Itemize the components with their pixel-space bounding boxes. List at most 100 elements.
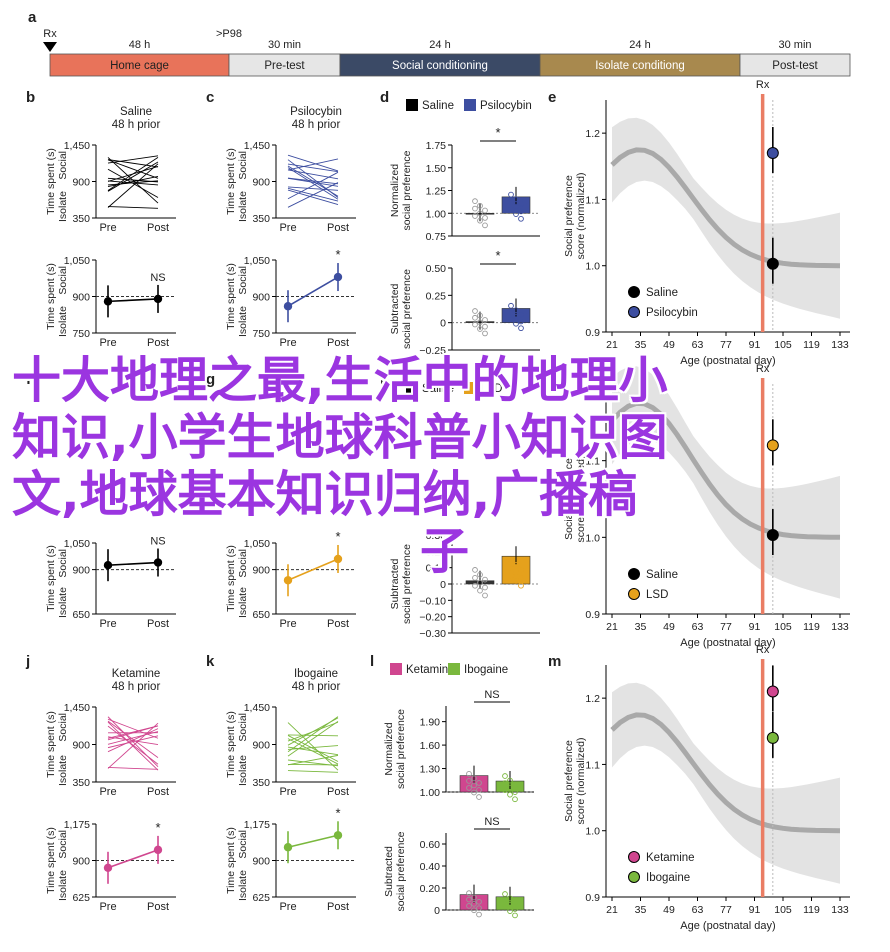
x-tick-label: Post	[147, 222, 169, 234]
data-point	[482, 222, 488, 229]
y-tick-label: 650	[252, 609, 270, 621]
y-tick-label: 900	[72, 292, 90, 304]
significance-label: *	[335, 529, 340, 544]
data-point	[466, 785, 472, 791]
data-point	[508, 316, 514, 323]
rx-label: Rx	[756, 79, 770, 91]
x-tick-label: 49	[663, 904, 675, 916]
y-axis-label: Time spent (s)	[45, 545, 57, 612]
panel-subtitle: 48 h prior	[112, 119, 161, 131]
legend-entry: Ibogaine	[646, 872, 690, 884]
legend-entry: Ketamine	[646, 852, 695, 864]
x-tick-label: Post	[327, 618, 349, 630]
y-tick-label: 900	[72, 740, 90, 752]
y-tick-label: 650	[72, 609, 90, 621]
pre-mean-point	[103, 297, 113, 306]
pre-mean-point	[283, 302, 293, 311]
legend-marker	[628, 568, 640, 580]
y-isolate-label: Isolate	[57, 755, 69, 786]
legend-swatch	[406, 382, 418, 394]
data-point	[471, 789, 477, 796]
data-point	[472, 213, 478, 219]
fit-curve	[610, 400, 841, 540]
x-axis-label: Age (postnatal day)	[680, 920, 775, 932]
data-point	[476, 794, 482, 800]
legend-swatch	[464, 382, 476, 394]
subject-line	[287, 717, 339, 746]
x-tick-label: 63	[692, 621, 704, 633]
x-tick-label: Pre	[99, 901, 116, 913]
stage-duration: 48 h	[129, 39, 150, 51]
legend-entry: Psilocybin	[480, 100, 532, 112]
data-point	[482, 215, 488, 221]
x-tick-label: 77	[720, 904, 732, 916]
pre-mean-point	[283, 843, 293, 852]
data-point	[518, 215, 524, 222]
mean-line	[287, 834, 339, 849]
y-tick-label: 350	[72, 213, 90, 225]
x-tick-label: 91	[749, 621, 761, 633]
data-point	[513, 562, 519, 568]
panel-letter: l	[370, 653, 374, 670]
legend-marker	[628, 871, 640, 883]
data-point	[471, 775, 477, 782]
y-axis-label: Social preference	[563, 740, 575, 822]
y-tick-label: 750	[252, 328, 270, 340]
x-tick-label: Post	[327, 901, 349, 913]
x-tick-label: 63	[692, 339, 704, 351]
y-tick-label: 0.20	[420, 883, 441, 895]
y-tick-label: 1.0	[585, 826, 600, 838]
panel-letter: h	[380, 371, 389, 388]
data-point	[513, 211, 519, 217]
data-point	[766, 257, 779, 270]
x-tick-label: Pre	[279, 618, 296, 630]
x-tick-label: 49	[663, 621, 675, 633]
y-axis-label: Time spent (s)	[225, 148, 237, 215]
y-tick-label: 750	[72, 328, 90, 340]
data-point	[471, 782, 477, 789]
panel-subtitle: 48 h prior	[112, 681, 161, 693]
y-tick-label: 900	[72, 565, 90, 577]
significance-label: *	[155, 820, 160, 835]
y-axis-label: Time spent (s)	[225, 827, 237, 894]
y-tick-label: −0.10	[419, 595, 446, 607]
data-point	[507, 908, 513, 914]
y-tick-label: 1,450	[244, 702, 270, 714]
x-tick-label: Pre	[99, 337, 116, 349]
y-axis-label: Time spent (s)	[225, 545, 237, 612]
data-point	[482, 207, 488, 214]
y-tick-label: 900	[252, 856, 270, 868]
legend-swatch	[448, 663, 460, 675]
data-point	[502, 891, 508, 897]
y-axis-label: social preference	[395, 831, 407, 911]
data-point	[508, 309, 514, 316]
data-point	[513, 314, 519, 320]
subject-line	[107, 731, 159, 745]
y-tick-label: 1.2	[585, 128, 600, 140]
subject-line	[287, 171, 339, 200]
panel-letter: b	[26, 89, 35, 106]
data-point	[513, 196, 519, 203]
panel-subtitle: 48 h prior	[292, 119, 341, 131]
legend-marker	[628, 588, 640, 600]
data-point	[472, 574, 478, 581]
y-social-label: Social	[237, 549, 249, 578]
p98-label: >P98	[216, 28, 242, 40]
y-isolate-label: Isolate	[237, 191, 249, 222]
panel-subtitle: 48 h prior	[292, 681, 341, 693]
pre-mean-point	[283, 576, 293, 585]
y-tick-label: 1.30	[420, 764, 441, 776]
data-point	[477, 202, 483, 209]
post-mean-point	[333, 554, 343, 564]
y-axis-label: Time spent (s)	[45, 263, 57, 330]
panel-title: Ketamine	[112, 668, 161, 680]
panel-letter: g	[206, 371, 215, 388]
y-tick-label: 1,050	[244, 538, 270, 550]
subject-line	[107, 159, 159, 168]
data-point	[472, 205, 478, 212]
subject-line	[287, 182, 339, 208]
data-point	[507, 901, 513, 908]
subject-line	[107, 159, 159, 179]
data-point	[472, 198, 478, 205]
y-tick-label: 900	[252, 740, 270, 752]
